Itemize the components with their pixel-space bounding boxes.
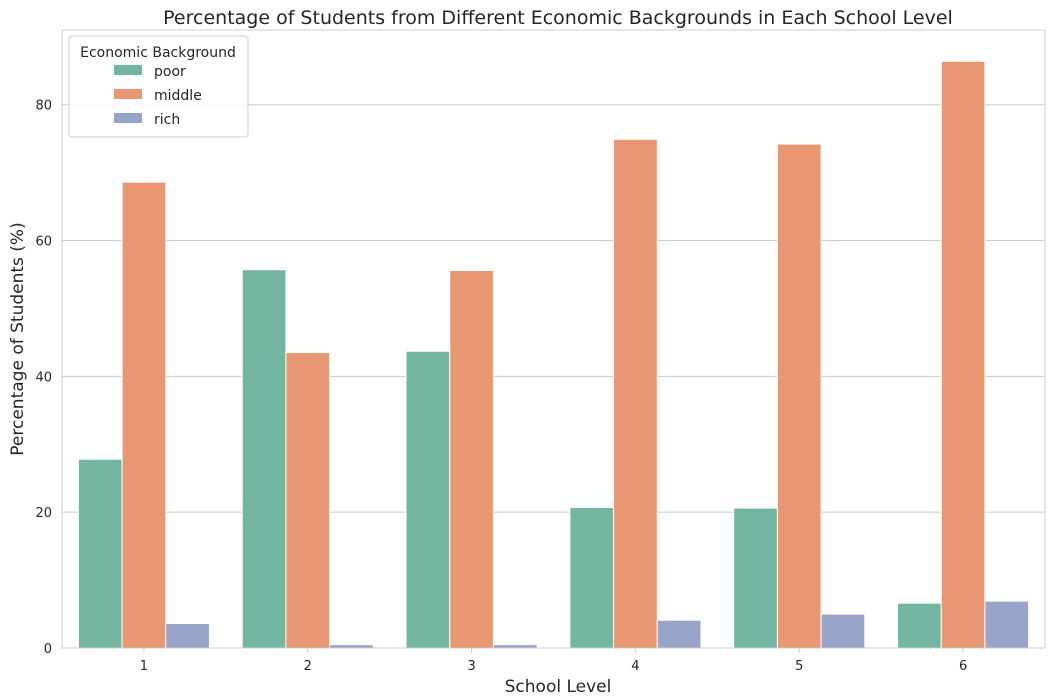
bar-middle-level-1: [121, 181, 167, 649]
x-tick-label: 6: [959, 659, 967, 674]
y-axis-label: Percentage of Students (%): [8, 222, 28, 455]
legend-title: Economic Background: [80, 45, 236, 61]
x-tick-label: 2: [304, 659, 312, 674]
gridlines: [62, 104, 1045, 649]
y-tick-label: 40: [35, 370, 52, 385]
bar-poor-level-3: [405, 350, 451, 649]
plot-area-frame: [61, 29, 1046, 649]
bar-middle-level-5: [776, 143, 822, 649]
x-tick-labels: 1 2 3 4 5 6: [140, 648, 967, 674]
bar-middle-level-4: [613, 138, 658, 649]
bar-poor-level-5: [733, 507, 778, 649]
legend-label-rich: rich: [154, 112, 180, 128]
axes: [61, 29, 1046, 649]
y-tick-labels: 0 20 40 60 80: [35, 99, 52, 657]
y-tick-label: 20: [35, 506, 52, 521]
legend-label-middle: middle: [154, 88, 202, 104]
chart-title: Percentage of Students from Different Ec…: [163, 7, 953, 29]
x-axis-label: School Level: [505, 677, 612, 697]
x-tick-label: 3: [467, 659, 475, 674]
legend-swatch-poor: [114, 65, 142, 75]
legend-swatch-middle: [114, 89, 142, 99]
bar-rich-level-2: [329, 644, 374, 649]
y-tick-label: 80: [35, 99, 52, 114]
x-tick-label: 1: [140, 659, 148, 674]
bar-middle-level-3: [449, 269, 494, 649]
bar-rich-level-1: [165, 623, 210, 649]
y-tick-label: 0: [44, 642, 52, 657]
x-tick-label: 5: [795, 659, 803, 674]
bar-poor-level-6: [897, 602, 942, 649]
legend-label-poor: poor: [154, 64, 186, 80]
legend-swatch-rich: [114, 113, 142, 123]
bar-poor-level-2: [241, 269, 287, 649]
x-tick-label: 4: [631, 659, 639, 674]
legend: Economic Background poor middle rich: [68, 35, 249, 138]
bar-middle-level-6: [940, 60, 986, 649]
legend-entries: poor middle rich: [114, 64, 202, 128]
bar-rich-level-3: [492, 644, 538, 649]
bar-middle-level-2: [285, 352, 331, 649]
bar-rich-level-5: [820, 613, 866, 649]
bar-rich-level-6: [984, 600, 1030, 649]
bar-rich-level-4: [656, 619, 702, 649]
bar-poor-level-1: [77, 458, 123, 649]
legend-box: [68, 35, 249, 138]
y-tick-label: 60: [35, 235, 52, 250]
bar-poor-level-4: [569, 506, 615, 649]
bars: [77, 60, 1030, 649]
